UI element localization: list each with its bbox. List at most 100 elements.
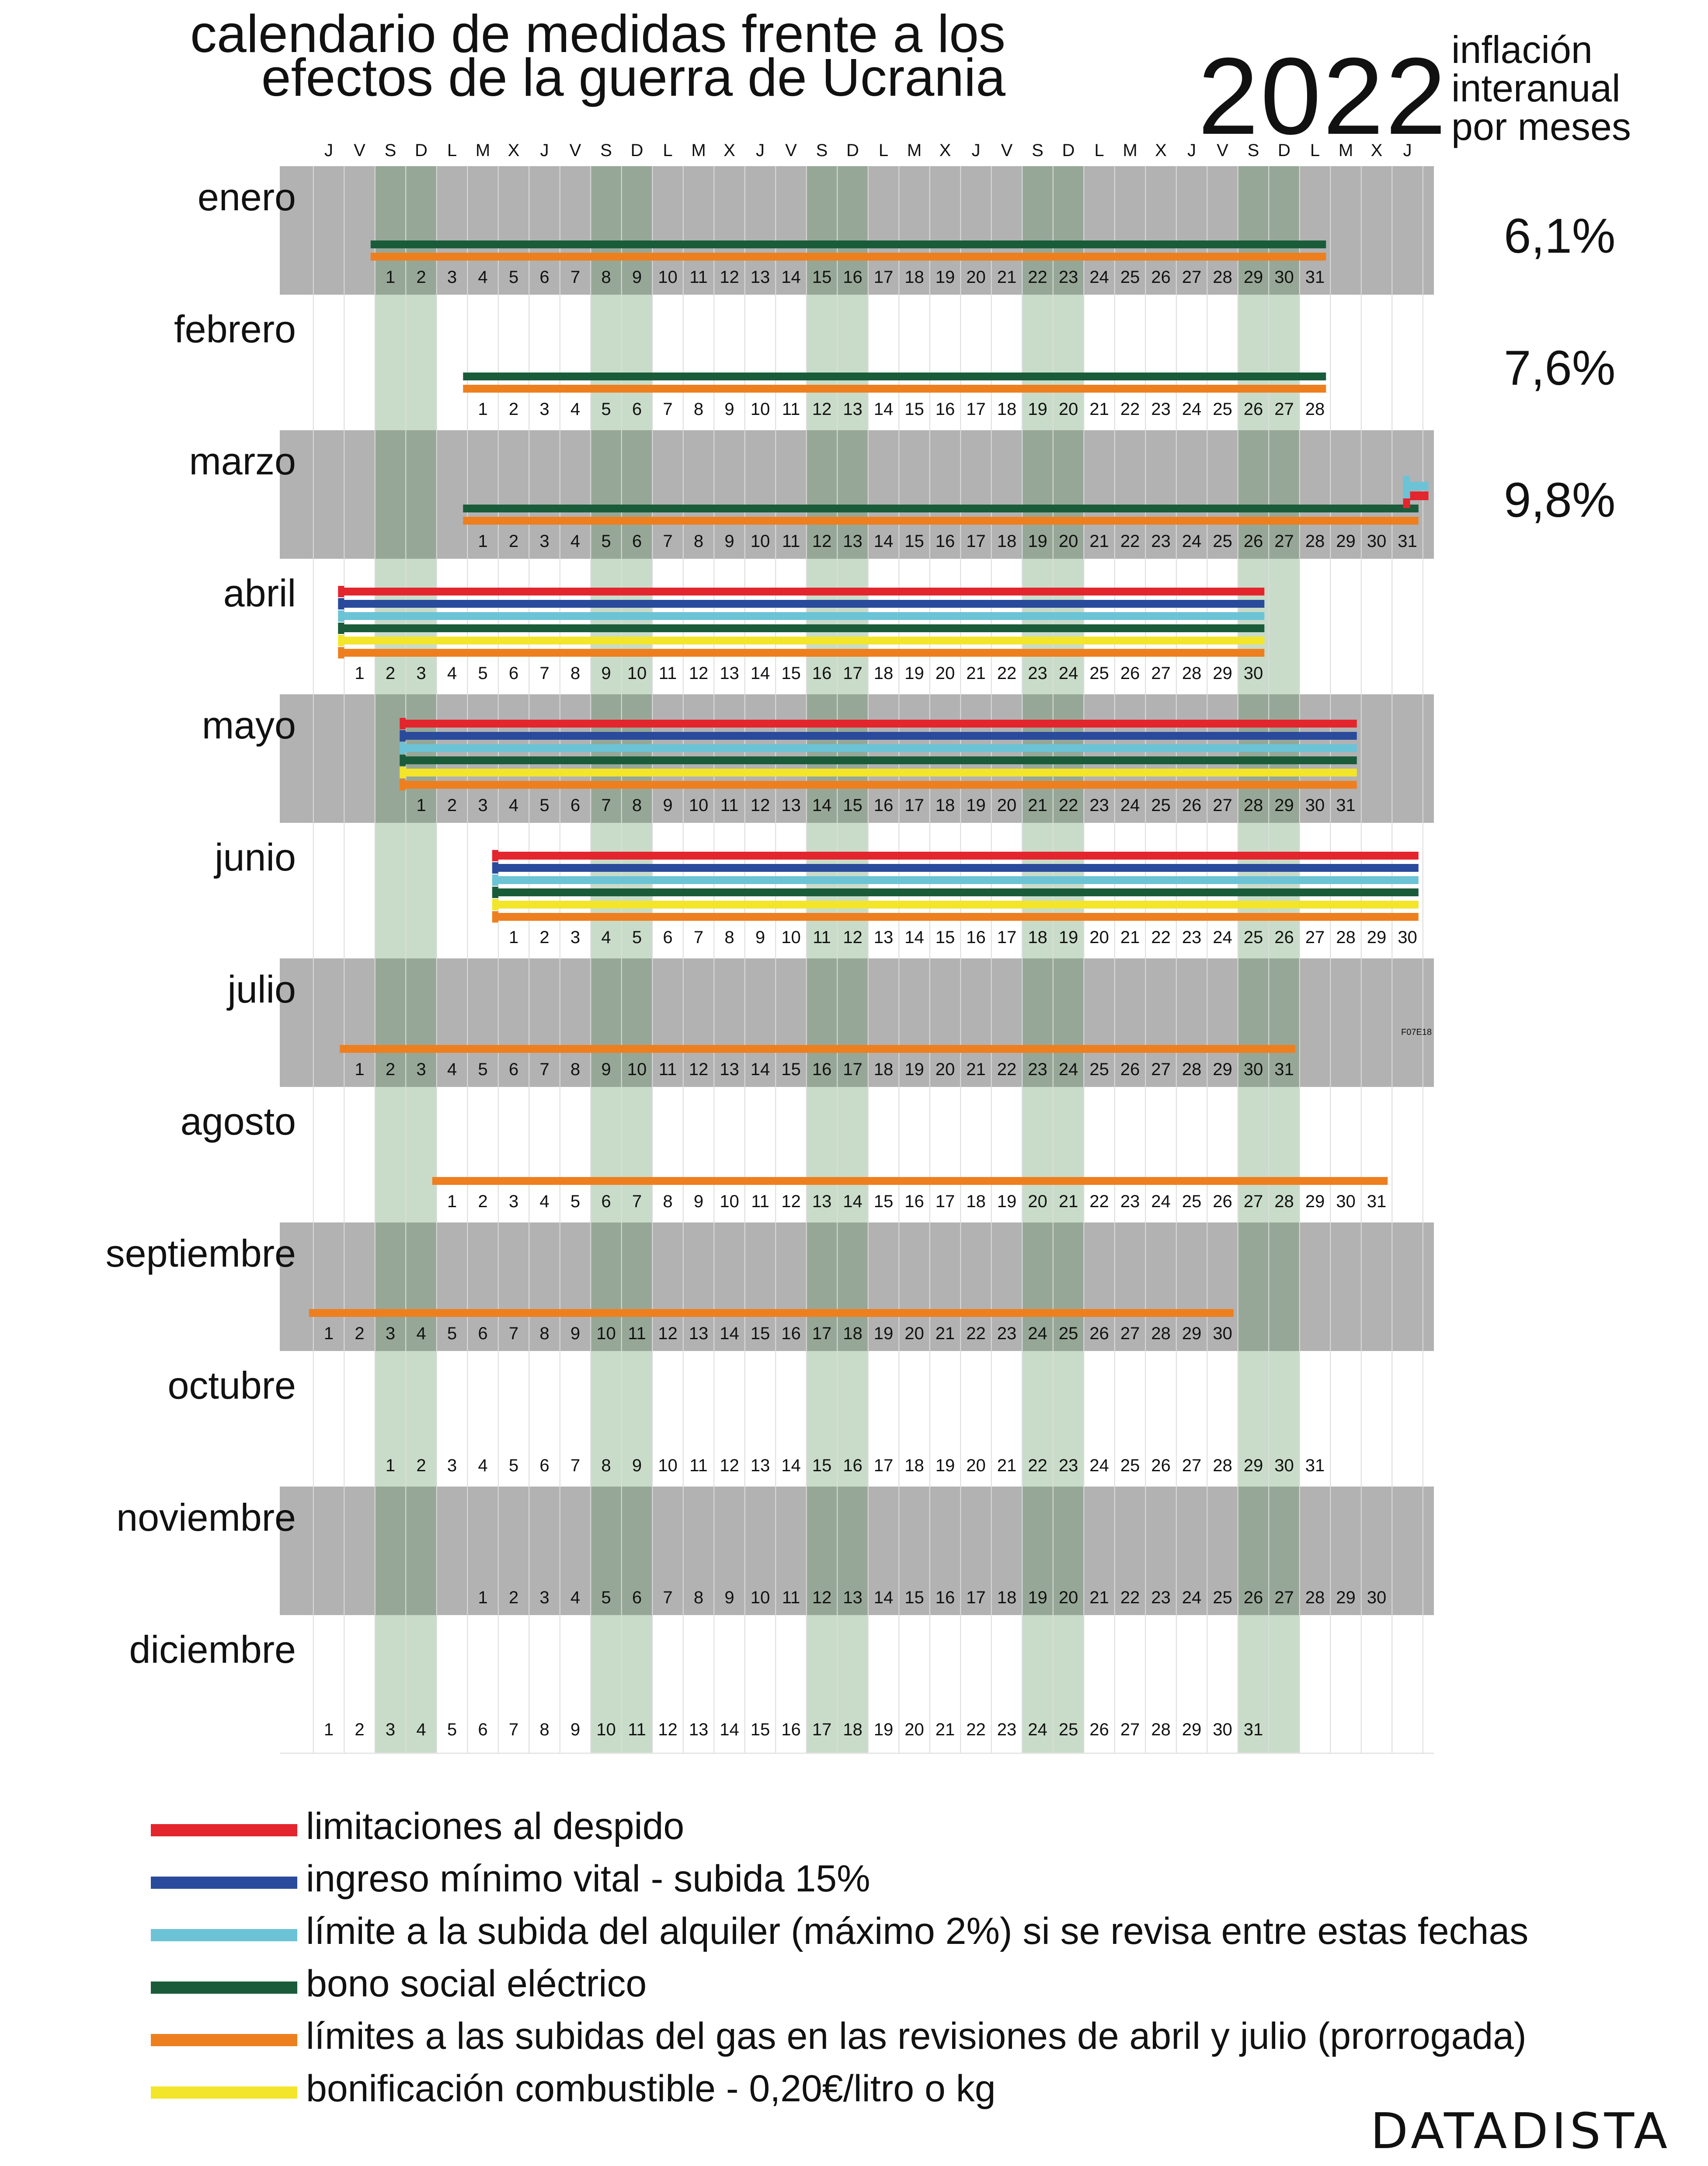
day-number: 7 <box>693 928 704 947</box>
day-number: 10 <box>627 1060 647 1079</box>
day-number: 30 <box>1367 1588 1387 1607</box>
day-number: 24 <box>1089 1456 1109 1475</box>
measure-bar-combustible <box>340 637 1265 644</box>
day-number: 14 <box>873 532 894 551</box>
day-number: 8 <box>663 1192 673 1211</box>
measure-bar-imv <box>494 864 1419 872</box>
day-number: 6 <box>539 268 550 287</box>
weekday-letter: V <box>1217 141 1228 160</box>
legend-label-bono: bono social eléctrico <box>306 1963 647 2005</box>
day-number: 15 <box>904 400 924 419</box>
day-number: 10 <box>689 796 709 815</box>
day-number: 4 <box>416 1324 426 1343</box>
month-label: abril <box>223 571 296 615</box>
weekday-letter: X <box>1371 141 1383 160</box>
day-number: 5 <box>447 1324 457 1343</box>
day-number: 26 <box>1089 1720 1109 1739</box>
inflation-header-line-1: inflación <box>1451 28 1593 71</box>
day-number: 23 <box>1089 796 1109 815</box>
day-number: 2 <box>508 1588 519 1607</box>
day-number: 22 <box>1120 400 1140 419</box>
day-number: 1 <box>385 268 396 287</box>
day-number: 13 <box>720 664 739 683</box>
weekday-letter: D <box>630 141 644 160</box>
day-number: 25 <box>1089 664 1109 683</box>
day-number: 11 <box>782 400 800 419</box>
day-number: 19 <box>935 1456 955 1475</box>
month-label: agosto <box>180 1100 296 1143</box>
measure-bar-cap-bono <box>338 623 344 634</box>
day-number: 8 <box>693 400 704 419</box>
day-number: 14 <box>781 268 801 287</box>
day-number: 16 <box>966 928 986 947</box>
day-number: 24 <box>1058 664 1078 683</box>
day-number: 29 <box>1213 1060 1232 1079</box>
day-number: 27 <box>1182 1456 1202 1475</box>
day-number: 9 <box>601 664 611 683</box>
day-number: 22 <box>966 1720 986 1739</box>
day-number: 26 <box>1120 1060 1140 1079</box>
day-number: 29 <box>1182 1324 1202 1343</box>
day-number: 13 <box>812 1192 832 1211</box>
day-number: 16 <box>935 400 955 419</box>
day-number: 25 <box>1089 1060 1109 1079</box>
day-number: 1 <box>385 1456 396 1475</box>
measure-bar-cap-imv <box>400 730 406 742</box>
inflation-value: 7,6% <box>1504 341 1616 395</box>
day-number: 12 <box>658 1324 678 1343</box>
calendar-grid <box>280 166 1434 1754</box>
day-number: 6 <box>508 1060 519 1079</box>
day-number: 20 <box>935 664 955 683</box>
measure-bar-cap-alquiler <box>492 874 498 886</box>
weekday-letter: J <box>971 141 981 160</box>
day-number: 9 <box>724 1588 734 1607</box>
measure-flag-pole-alquiler <box>1403 476 1410 498</box>
day-number: 16 <box>843 1456 863 1475</box>
weekday-letter: X <box>939 141 951 160</box>
day-number: 13 <box>689 1720 709 1739</box>
day-number: 23 <box>1182 928 1202 947</box>
day-number: 22 <box>1028 1456 1047 1475</box>
day-number: 6 <box>632 532 642 551</box>
day-number: 26 <box>1243 532 1263 551</box>
day-number: 26 <box>1243 1588 1263 1607</box>
day-number: 18 <box>873 664 894 683</box>
day-number: 18 <box>935 796 955 815</box>
day-number: 2 <box>416 1456 426 1475</box>
day-number: 28 <box>1213 1456 1232 1475</box>
day-number: 6 <box>663 928 673 947</box>
day-number: 31 <box>1367 1192 1387 1211</box>
legend-swatch-imv <box>151 1877 297 1889</box>
day-number: 25 <box>1243 928 1263 947</box>
day-number: 19 <box>966 796 986 815</box>
day-number: 13 <box>873 928 894 947</box>
weekday-letter: S <box>384 141 397 160</box>
day-number: 24 <box>1058 1060 1078 1079</box>
day-number: 3 <box>539 1588 550 1607</box>
day-number: 21 <box>966 664 986 683</box>
day-number: 4 <box>478 268 488 287</box>
day-number: 2 <box>355 1324 365 1343</box>
day-number: 20 <box>966 268 986 287</box>
weekday-letter: J <box>1403 141 1412 160</box>
day-number: 21 <box>1089 1588 1109 1607</box>
day-number: 24 <box>1213 928 1232 947</box>
day-number: 13 <box>843 1588 863 1607</box>
day-number: 12 <box>658 1720 678 1739</box>
day-number: 4 <box>601 928 611 947</box>
day-number: 28 <box>1243 796 1263 815</box>
day-number: 9 <box>601 1060 611 1079</box>
day-number: 19 <box>873 1720 894 1739</box>
month-label: febrero <box>174 307 296 351</box>
day-number: 19 <box>904 1060 924 1079</box>
inflation-header: inflación interanual por meses <box>1451 31 1631 146</box>
day-number: 7 <box>601 796 611 815</box>
day-number: 12 <box>843 928 863 947</box>
day-number: 21 <box>997 268 1017 287</box>
day-number: 30 <box>1336 1192 1356 1211</box>
day-number: 21 <box>1120 928 1140 947</box>
day-number: 15 <box>750 1720 770 1739</box>
weekday-letter: X <box>508 141 520 160</box>
day-number: 10 <box>750 1588 770 1607</box>
day-number: 27 <box>1274 1588 1294 1607</box>
